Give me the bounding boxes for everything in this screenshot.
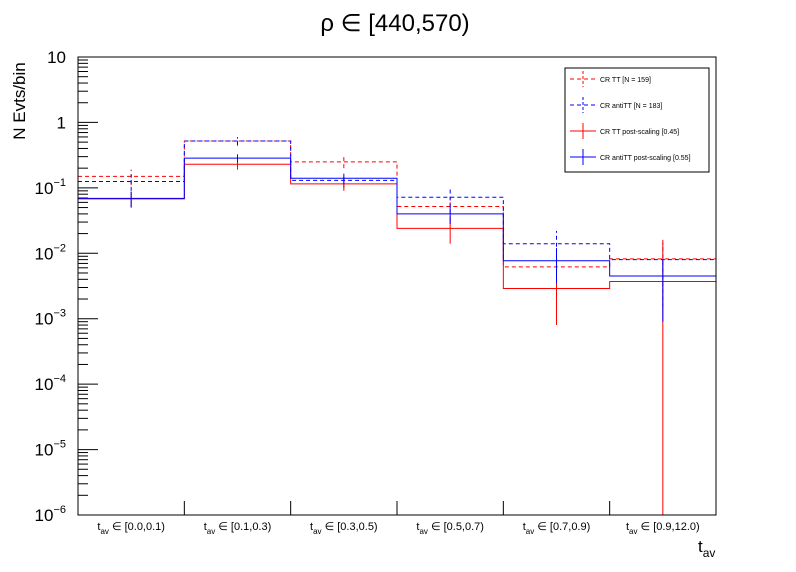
y-tick-label-exponent: −4 (53, 373, 66, 385)
x-category-subscript: av (100, 527, 108, 536)
plot-frame (77, 56, 717, 516)
x-category-label: tav ∈ [0.3,0.5) (310, 521, 378, 536)
legend-entry-label: CR TT [N = 159] (600, 77, 651, 84)
x-category-subscript: av (526, 527, 534, 536)
x-category-range: ∈ [0.9,12.0) (638, 521, 700, 533)
x-category-prefix: t (416, 521, 419, 533)
y-tick-label-exponent: −2 (53, 242, 66, 254)
x-axis-label-main: t (698, 537, 703, 556)
series-3 (78, 154, 716, 322)
x-category-label: tav ∈ [0.7,0.9) (523, 521, 591, 536)
y-tick-label-exponent: −1 (53, 177, 66, 189)
y-tick-label: 10 (47, 48, 66, 67)
y-tick-label: 10−6 (35, 504, 66, 525)
y-tick-label-base: 10 (35, 179, 54, 198)
x-category-subscript: av (629, 527, 637, 536)
x-category-prefix: t (204, 521, 207, 533)
x-category-label: tav ∈ [0.5,0.7) (416, 521, 484, 536)
y-tick-label-exponent: −5 (53, 439, 66, 451)
y-tick-label: 10−5 (35, 439, 66, 460)
x-axis-label-subscript: av (703, 546, 716, 560)
series-step-line (78, 157, 716, 277)
legend: CR TT [N = 159] CR antiTT [N = 183] CR TT … (564, 67, 710, 173)
y-tick-label-base: 10 (47, 48, 66, 67)
x-category-subscript: av (207, 527, 215, 536)
y-axis-label: N Evts/bin (10, 62, 29, 139)
y-tick-label: 10−2 (35, 242, 66, 263)
x-category-range: ∈ [0.1,0.3) (215, 521, 271, 533)
x-category-range: ∈ [0.7,0.9) (534, 521, 590, 533)
x-category-label: tav ∈ [0.9,12.0) (626, 521, 700, 536)
x-category-prefix: t (626, 521, 629, 533)
legend-entry-label: CR antiTT [N = 183] (600, 103, 662, 110)
x-category-range: ∈ [0.5,0.7) (428, 521, 484, 533)
x-axis-label: tav (698, 537, 715, 560)
y-tick-label: 1 (57, 113, 66, 132)
y-tick-label: 10−3 (35, 308, 66, 329)
x-category-prefix: t (310, 521, 313, 533)
legend-box (564, 67, 710, 173)
y-tick-label-base: 1 (57, 113, 66, 132)
y-tick-label-exponent: −3 (53, 308, 66, 320)
data-series (78, 136, 716, 515)
x-category-range: ∈ [0.0,0.1) (109, 521, 165, 533)
y-tick-label-base: 10 (35, 441, 54, 460)
legend-entry-label: CR TT post-scaling [0.45] (600, 129, 679, 136)
y-tick-label-base: 10 (35, 310, 54, 329)
x-category-prefix: t (523, 521, 526, 533)
x-category-label: tav ∈ [0.1,0.3) (204, 521, 272, 536)
x-category-label: tav ∈ [0.0,0.1) (97, 521, 165, 536)
y-tick-label-exponent: −6 (53, 504, 66, 516)
y-tick-label: 10−4 (35, 373, 66, 394)
y-tick-label: 10−1 (35, 177, 66, 198)
legend-entry-label: CR antiTT post-scaling [0.55] (600, 155, 691, 162)
y-tick-label-base: 10 (35, 244, 54, 263)
chart-title: ρ ∈ [440,570) (320, 10, 469, 37)
x-category-subscript: av (313, 527, 321, 536)
y-tick-label-base: 10 (35, 375, 54, 394)
x-category-range: ∈ [0.3,0.5) (322, 521, 378, 533)
y-tick-label-base: 10 (35, 506, 54, 525)
x-category-prefix: t (97, 521, 100, 533)
x-category-subscript: av (419, 527, 427, 536)
